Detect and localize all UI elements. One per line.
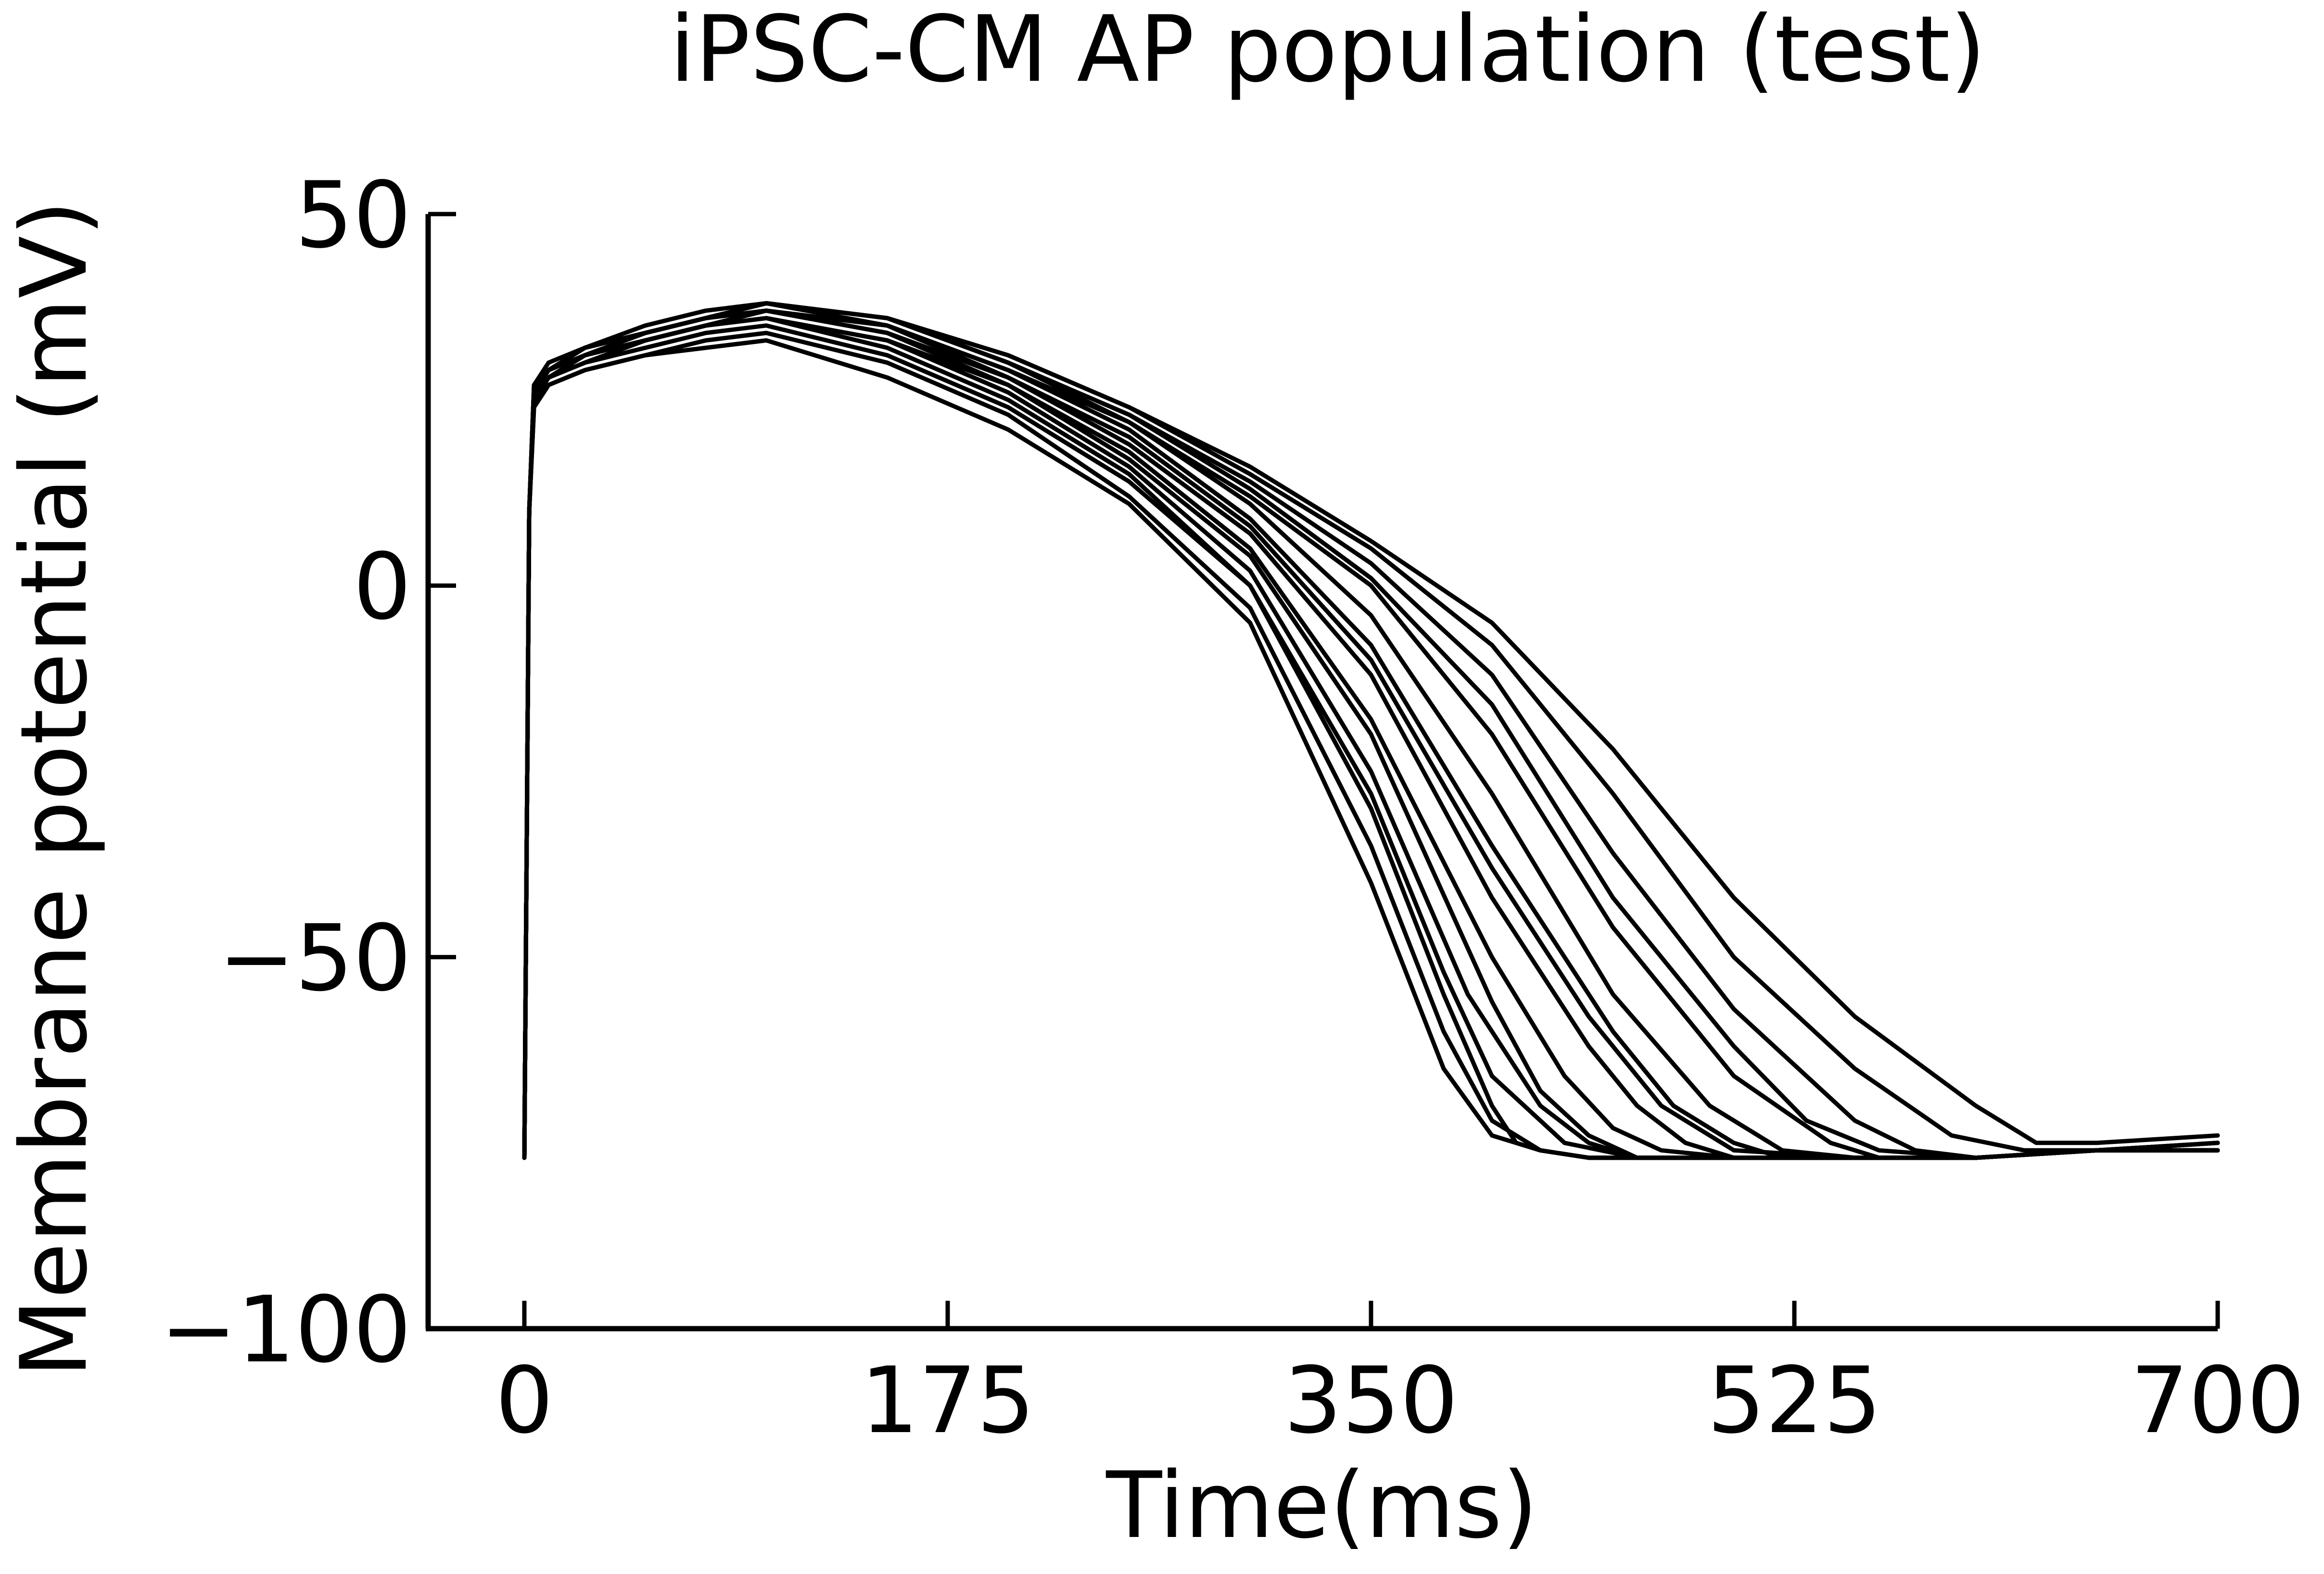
series-line-11 [522, 301, 2220, 1160]
y-tick-label-2: 0 [353, 533, 411, 640]
series-line-12 [522, 338, 2220, 1160]
chart-title: iPSC-CM AP population (test) [670, 0, 1986, 102]
x-tick-label-3: 525 [1707, 1347, 1882, 1454]
x-tick-label-1: 175 [861, 1347, 1035, 1454]
y-tick-label-0: −100 [160, 1277, 411, 1383]
series-line-14 [522, 316, 2220, 1160]
x-axis-label: Time(ms) [1105, 1452, 1537, 1559]
axis-layer: −100 −50 0 50 0 175 350 525 700 [160, 162, 2305, 1454]
x-tick-label-0: 0 [495, 1347, 554, 1454]
x-tick-label-2: 350 [1284, 1347, 1459, 1454]
x-tick-label-4: 700 [2131, 1347, 2305, 1454]
y-axis-label: Membrane potential (mV) [1, 200, 107, 1378]
series-line-13 [522, 323, 2220, 1160]
series-line-2 [522, 330, 2220, 1160]
y-tick-label-3: 50 [295, 162, 411, 268]
y-tick-label-1: −50 [218, 905, 411, 1012]
series-layer [522, 301, 2220, 1160]
series-line-16 [522, 301, 2220, 1160]
